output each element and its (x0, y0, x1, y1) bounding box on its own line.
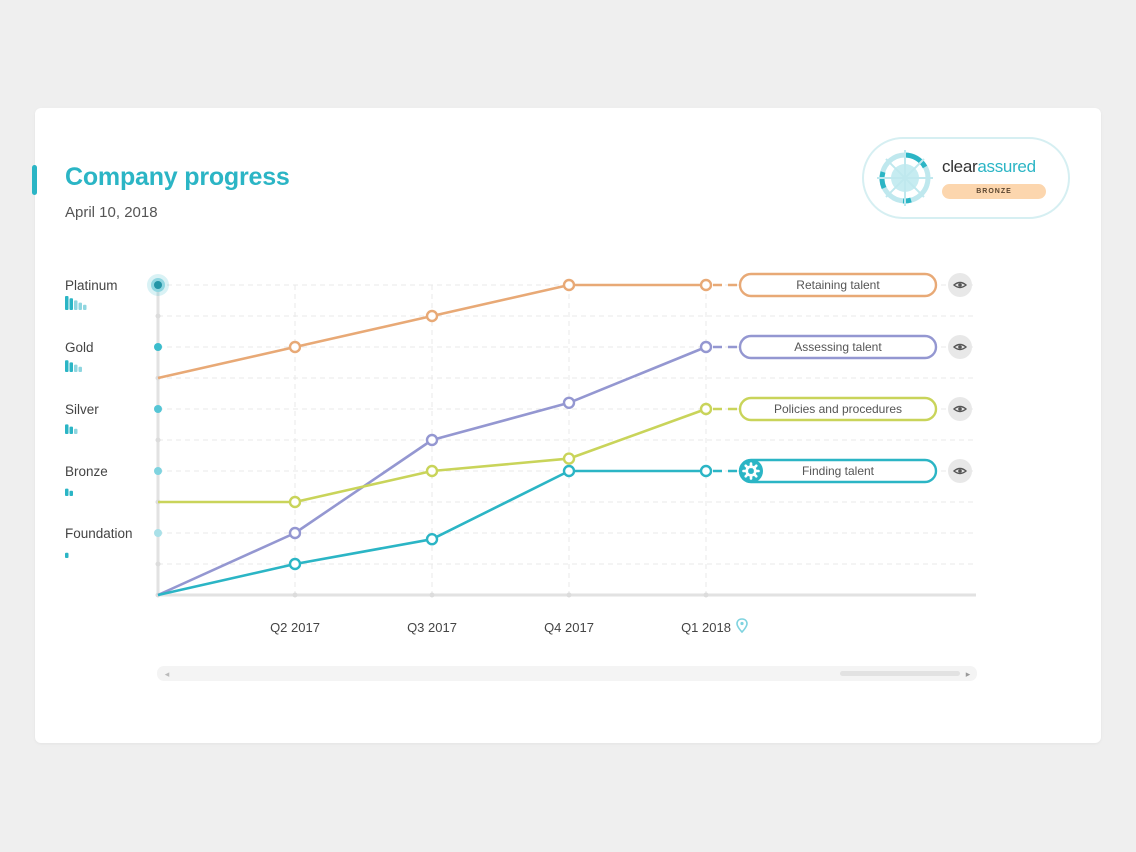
series-point (425, 464, 439, 478)
series-point (699, 402, 713, 416)
level-bar (65, 360, 69, 372)
y-level-label: Bronze (65, 464, 108, 479)
horizontal-scrollbar[interactable]: ◂ ▸ (157, 666, 977, 681)
x-axis-tick (566, 592, 572, 598)
y-level-label: Platinum (65, 278, 118, 293)
x-tick-label: Q2 2017 (270, 620, 320, 635)
page-title: Company progress (65, 163, 290, 191)
level-bar (69, 362, 73, 372)
series-point (562, 278, 576, 292)
x-axis-tick (292, 592, 298, 598)
legend-tag (738, 272, 938, 298)
eye-outline (952, 343, 968, 351)
y-level-dot (154, 343, 162, 351)
brand-name-part2: assured (977, 157, 1036, 176)
level-bar (74, 364, 78, 372)
series-point (288, 526, 302, 540)
level-bar (65, 488, 69, 496)
brand-name: clearassured (942, 157, 1036, 177)
level-bar (65, 296, 69, 310)
eye-pupil (958, 407, 962, 411)
certification-badge[interactable]: clearassured BRONZE (862, 137, 1070, 219)
level-bars-icon (65, 424, 78, 434)
location-pin-icon (736, 618, 748, 634)
eye-icon[interactable] (948, 335, 972, 359)
series-point (288, 557, 302, 571)
x-tick-label: Q3 2017 (407, 620, 457, 635)
scrollbar-track (157, 666, 977, 681)
gear-ring (745, 465, 757, 477)
series-point (425, 433, 439, 447)
eye-pupil (958, 345, 962, 349)
eye-icon[interactable] (948, 273, 972, 297)
level-bar (65, 424, 69, 434)
eye-outline (952, 405, 968, 413)
level-bar (69, 298, 73, 310)
x-tick-label: Q4 2017 (544, 620, 594, 635)
level-bar (74, 428, 78, 434)
y-level-label: Foundation (65, 526, 133, 541)
y-axis-minor-tick (155, 437, 161, 443)
y-level-dot (154, 281, 162, 289)
series-point (288, 495, 302, 509)
series-point (425, 309, 439, 323)
legend-tag (738, 396, 938, 422)
ship-wheel-icon (877, 150, 933, 206)
series-point (562, 452, 576, 465)
title-accent-bar (32, 165, 37, 195)
y-level-dot (154, 405, 162, 413)
level-bars-icon (65, 296, 87, 310)
eye-outline (952, 467, 968, 475)
level-bars-icon (65, 360, 82, 372)
scroll-left-arrow[interactable]: ◂ (165, 669, 170, 679)
x-axis-tick (703, 592, 709, 598)
legend-tag-label: Assessing talent (794, 340, 882, 354)
y-axis-minor-tick (155, 313, 161, 319)
y-level-label: Gold (65, 340, 94, 355)
pin-outline (736, 618, 748, 634)
tier-badge: BRONZE (942, 184, 1046, 199)
y-level-dot (154, 467, 162, 475)
level-bar (78, 302, 82, 310)
y-level-dot (154, 529, 162, 537)
brand-name-part1: clear (942, 157, 978, 176)
level-bar (78, 366, 82, 372)
series-point (562, 396, 576, 409)
x-tick-label: Q1 2018 (681, 620, 731, 635)
report-date: April 10, 2018 (65, 204, 158, 221)
eye-outline (952, 281, 968, 289)
legend-tag-label: Policies and procedures (774, 402, 902, 416)
series-point (425, 533, 439, 546)
y-axis-minor-tick (155, 561, 161, 567)
level-bar (69, 490, 73, 496)
level-bars-icon (65, 488, 73, 496)
legend-tag-label: Retaining talent (796, 278, 880, 292)
level-bar (65, 552, 69, 558)
series-point (562, 464, 576, 478)
legend-tag (738, 334, 938, 360)
eye-icon[interactable] (948, 459, 972, 483)
pin-dot (740, 621, 744, 626)
scroll-right-arrow[interactable]: ▸ (966, 669, 971, 679)
series-point (699, 278, 713, 292)
y-level-label: Silver (65, 402, 99, 417)
level-bars-icon (65, 552, 69, 558)
legend-tag-label: Finding talent (802, 464, 875, 478)
level-bar (69, 426, 73, 434)
x-axis-tick (429, 592, 435, 598)
gear-icon (739, 459, 763, 483)
series-point (699, 340, 713, 354)
eye-icon[interactable] (948, 397, 972, 421)
level-bar (74, 300, 78, 310)
level-bar (83, 304, 87, 310)
eye-pupil (958, 469, 962, 473)
eye-pupil (958, 283, 962, 287)
series-point (699, 464, 713, 478)
series-point (288, 340, 302, 354)
scrollbar-thumb (840, 671, 960, 676)
